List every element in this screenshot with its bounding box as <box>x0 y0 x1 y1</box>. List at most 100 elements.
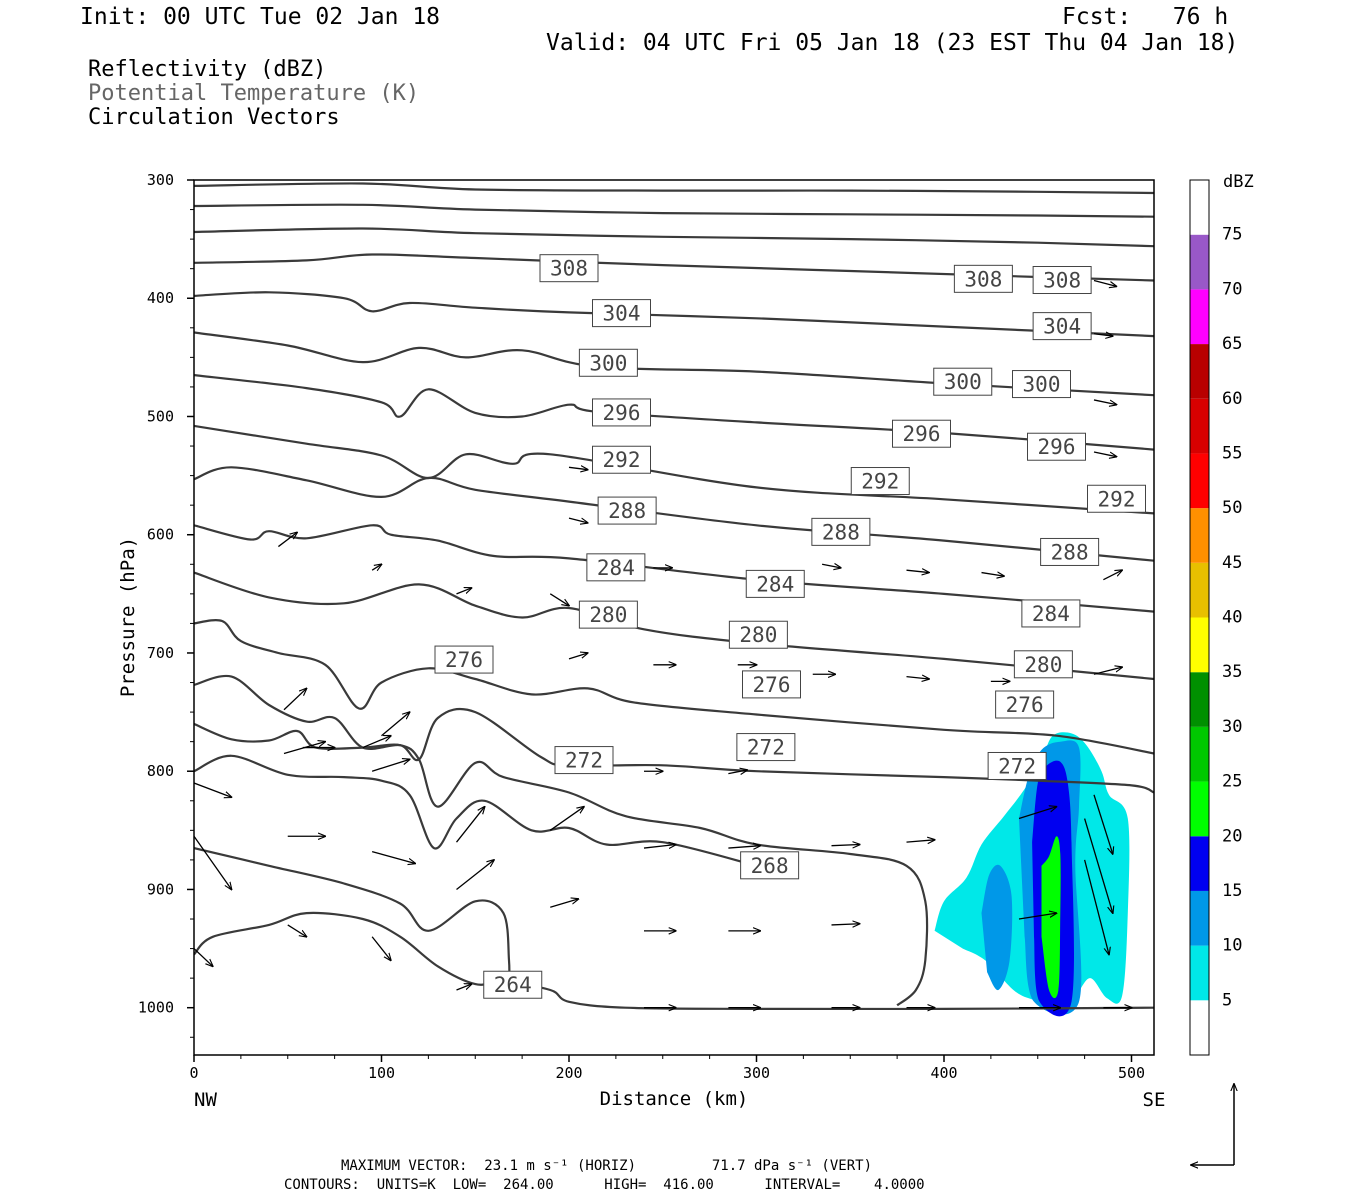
contour-label: 280 <box>728 620 788 649</box>
colorbar-level-label: 15 <box>1222 881 1242 901</box>
circulation-vector <box>1093 794 1113 854</box>
contour-label-text: 308 <box>550 257 588 281</box>
circulation-vector <box>362 736 391 749</box>
colorbar-level-label: 60 <box>1222 389 1242 409</box>
circulation-vector <box>831 924 860 925</box>
circulation-vector <box>381 712 410 737</box>
circulation-vector <box>1083 859 1109 955</box>
colorbar-swatch <box>1190 398 1209 454</box>
valid-time: Valid: 04 UTC Fri 05 Jan 18 (23 EST Thu … <box>546 30 1239 56</box>
theta-contour-264-14 <box>194 847 511 985</box>
circulation-vector <box>906 840 935 842</box>
colorbar-swatch <box>1190 836 1209 891</box>
colorbar-level-label: 10 <box>1222 936 1242 956</box>
theta-contour-268-15 <box>194 754 757 867</box>
contour-label-text: 284 <box>1032 602 1070 626</box>
contour-label: 296 <box>592 398 651 427</box>
y-tick-label: 500 <box>147 407 174 425</box>
theta-contour-280-10 <box>194 571 1154 681</box>
reflectivity-region-1 <box>981 864 1013 991</box>
theta-contour-276-11 <box>194 618 1154 755</box>
contour-label: 264 <box>483 970 543 999</box>
colorbar-level-label: 40 <box>1222 608 1242 628</box>
x-end-label-se: SE <box>1143 1089 1166 1111</box>
x-tick-label: 400 <box>930 1064 957 1082</box>
contour-label-text: 292 <box>861 470 899 494</box>
contour-label-text: 272 <box>565 749 603 773</box>
circulation-vector <box>1093 334 1113 336</box>
x-tick-label: 100 <box>368 1064 395 1082</box>
colorbar-level-label: 35 <box>1222 662 1242 682</box>
y-tick-label: 700 <box>147 644 174 662</box>
circulation-vector <box>906 677 930 679</box>
contour-label-text: 272 <box>998 754 1036 778</box>
circulation-vector <box>456 588 472 595</box>
circulation-vector <box>371 759 410 772</box>
circulation-vector <box>568 467 588 469</box>
contour-label-text: 292 <box>603 448 641 472</box>
circulation-vector <box>277 532 297 548</box>
circulation-vector <box>371 850 415 864</box>
contour-label-text: 276 <box>1006 693 1044 717</box>
circulation-vector <box>981 573 1005 577</box>
contour-label-text: 300 <box>589 351 627 375</box>
circulation-vector <box>1018 807 1057 820</box>
colorbar-swatch <box>1190 234 1209 290</box>
contour-label: 272 <box>554 746 614 775</box>
y-tick-label: 400 <box>147 289 174 307</box>
circulation-vector <box>456 984 472 991</box>
contour-label: 284 <box>586 553 646 582</box>
theta-contour-312-1 <box>194 203 1154 218</box>
y-tick-label: 300 <box>147 171 174 189</box>
contour-label-text: 300 <box>944 370 982 394</box>
contour-label-text: 268 <box>751 854 789 878</box>
contour-info-note: CONTOURS: UNITS=K LOW= 264.00 HIGH= 416.… <box>284 1177 925 1193</box>
contour-label: 296 <box>1027 432 1086 461</box>
theta-contour-300-5 <box>194 331 1154 397</box>
y-axis-label: Pressure (hPa) <box>117 537 139 697</box>
contour-label-text: 296 <box>903 422 941 446</box>
circulation-vector <box>568 653 588 660</box>
colorbar-swatch <box>1190 508 1209 563</box>
colorbar-swatch <box>1190 781 1209 837</box>
contour-label-text: 264 <box>494 973 532 997</box>
circulation-vector <box>1084 818 1113 914</box>
theta-contour-304-4 <box>194 291 1154 338</box>
colorbar-level-label: 75 <box>1222 225 1242 245</box>
contour-label: 288 <box>811 517 871 546</box>
contour-label: 276 <box>434 645 494 674</box>
x-tick-label: 200 <box>555 1064 582 1082</box>
colorbar-swatch <box>1190 344 1209 399</box>
theta-contour-272-12 <box>194 674 1154 794</box>
contour-label: 304 <box>592 299 651 328</box>
circulation-vector <box>455 807 485 843</box>
contour-label-text: 280 <box>589 603 627 627</box>
circulation-vector <box>371 564 381 570</box>
x-tick-label: 500 <box>1118 1064 1145 1082</box>
circulation-vector <box>1103 570 1122 581</box>
theta-contour-292-7 <box>194 424 1154 515</box>
circulation-vector <box>643 845 676 849</box>
contour-label-text: 288 <box>1051 540 1089 564</box>
contour-label-text: 304 <box>1043 315 1081 339</box>
colorbar: 5 10 15 20 25 30 35 40 45 50 55 60 65 70 75 <box>1189 179 1242 1056</box>
contour-label-text: 280 <box>739 623 777 647</box>
contour-label-text: 288 <box>608 499 646 523</box>
field-reflectivity: Reflectivity (dBZ) <box>88 57 327 82</box>
colorbar-swatch <box>1190 180 1209 235</box>
x-axis-label: Distance (km) <box>600 1088 749 1110</box>
contour-label: 300 <box>1012 370 1071 399</box>
contour-label: 296 <box>892 419 951 448</box>
circulation-vector <box>283 688 307 711</box>
contour-label-text: 272 <box>747 736 785 760</box>
theta-contour-284-9 <box>194 524 1154 613</box>
field-circulation-vectors: Circulation Vectors <box>88 105 340 130</box>
contour-label: 272 <box>987 751 1047 780</box>
colorbar-level-label: 70 <box>1222 279 1242 299</box>
circulation-vector <box>194 782 232 797</box>
colorbar-swatch <box>1190 562 1209 618</box>
circulation-vector <box>568 517 588 523</box>
contour-label: 276 <box>742 670 801 699</box>
colorbar-frame <box>1189 179 1210 1056</box>
circulation-vector <box>1093 451 1117 457</box>
